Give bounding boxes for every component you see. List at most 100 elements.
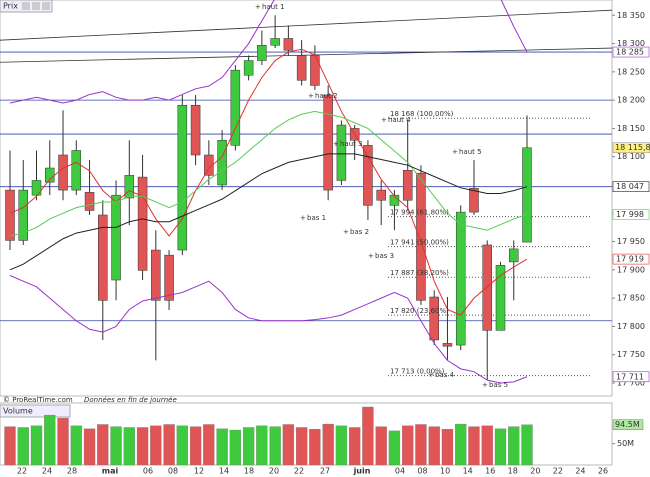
volume-bar — [17, 427, 29, 466]
volume-bar — [309, 429, 321, 466]
y-tick-label: 18 350 — [617, 11, 645, 20]
annotation-marker: + — [333, 140, 339, 148]
volume-bar — [335, 425, 348, 466]
candle-body — [455, 211, 466, 346]
fib-label: 17 713 (0,00%) — [390, 368, 445, 376]
value-box — [612, 181, 650, 192]
annotation: bas 5 — [489, 381, 508, 389]
candle-body — [522, 147, 532, 243]
fib-label: 17 820 (23,60%) — [390, 307, 449, 315]
value-box — [612, 142, 650, 154]
candle-body — [111, 194, 121, 281]
fib-label: 17 941 (50,00%) — [390, 239, 449, 247]
candle-body — [323, 94, 333, 191]
fib-label: 18 168 (100,00%) — [390, 110, 454, 118]
volume-bar — [282, 424, 295, 466]
value-box — [612, 209, 650, 220]
indicator-line — [9, 48, 528, 316]
volume-bar — [97, 424, 109, 466]
panel-title: Volume — [3, 407, 33, 416]
candle-body — [283, 38, 294, 51]
candle-body — [469, 188, 479, 213]
x-tick-label: 26 — [598, 467, 608, 476]
candle-body — [310, 55, 320, 86]
copyright: © ProRealTime.com — [3, 396, 73, 404]
annotation: haut 1 — [262, 3, 285, 11]
volume-bar — [123, 427, 135, 466]
annotation: bas 3 — [375, 252, 394, 260]
indicator-line — [9, 110, 528, 237]
annotation-marker: + — [343, 228, 349, 236]
annotation: haut 5 — [459, 148, 482, 156]
x-tick-label: 06 — [143, 467, 153, 476]
volume-bar — [229, 429, 242, 466]
volume-bar — [428, 426, 440, 466]
y-tick-label: 18 100 — [617, 152, 645, 161]
fib-label: 17 994 (61,80%) — [390, 209, 449, 217]
candle-body — [151, 249, 161, 301]
candle-body — [508, 248, 519, 263]
volume-bar — [388, 430, 401, 466]
candle-body — [243, 60, 254, 76]
volume-bar — [295, 427, 308, 466]
volume-bar — [494, 428, 507, 466]
icon[interactable] — [42, 2, 50, 10]
value-box-label: 17 919 — [616, 255, 644, 264]
volume-bar — [70, 425, 82, 466]
y-tick-label: 17 950 — [617, 237, 645, 246]
annotation: haut 4 — [388, 116, 411, 124]
x-tick-label: juin — [353, 467, 371, 476]
annotation-marker: + — [428, 371, 434, 379]
candle-body — [257, 45, 267, 61]
candle-body — [416, 172, 426, 301]
annotation-marker: + — [300, 214, 306, 222]
volume-last-label: 94.5M — [615, 420, 640, 429]
candle-body — [190, 104, 201, 156]
volume-bar — [375, 426, 387, 466]
volume-bar — [150, 425, 162, 466]
annotation: haut 3 — [340, 140, 363, 148]
close-label: 18 115,84 — [615, 143, 650, 152]
fib-label: 17 887 (38,20%) — [390, 269, 449, 277]
candle-body — [71, 150, 82, 191]
annotation-marker: + — [482, 381, 488, 389]
x-tick-label: 28 — [67, 467, 77, 476]
candle-body — [58, 154, 68, 191]
annotation-marker: + — [308, 92, 314, 100]
x-tick-label: 14 — [463, 467, 473, 476]
note: Données en fin de journée — [84, 396, 177, 404]
x-tick-label: 14 — [219, 467, 229, 476]
candle-body — [204, 154, 214, 176]
icon[interactable] — [22, 2, 30, 10]
volume-bar — [110, 426, 122, 466]
candle-body — [336, 124, 347, 181]
volume-bar — [256, 425, 268, 466]
x-tick-label: 12 — [194, 467, 204, 476]
annotation: bas 1 — [307, 214, 326, 222]
volume-bar — [163, 424, 175, 466]
candle-body — [270, 38, 280, 46]
volume-bar — [362, 406, 374, 466]
volume-bar — [481, 425, 493, 466]
volume-bar — [269, 426, 281, 466]
candle-body — [402, 170, 413, 201]
y-tick-label: 18 200 — [617, 96, 645, 105]
volume-bar — [189, 426, 202, 466]
candle-body — [18, 189, 29, 241]
candle-body — [495, 265, 506, 331]
volume-bar — [415, 424, 427, 466]
volume-bar — [455, 423, 467, 466]
annotation: bas 4 — [435, 371, 455, 379]
candle-body — [482, 244, 492, 331]
volume-bar — [30, 425, 43, 466]
annotation: bas 2 — [350, 228, 369, 236]
value-box — [612, 371, 650, 383]
candle-body — [442, 343, 453, 347]
candle-body — [137, 176, 148, 271]
annotation-marker: + — [255, 3, 261, 11]
panel-title: Prix — [3, 2, 18, 11]
icon[interactable] — [32, 2, 40, 10]
value-box-label: 18 047 — [616, 182, 644, 191]
volume-bar — [349, 427, 361, 466]
volume-bar — [468, 426, 480, 466]
